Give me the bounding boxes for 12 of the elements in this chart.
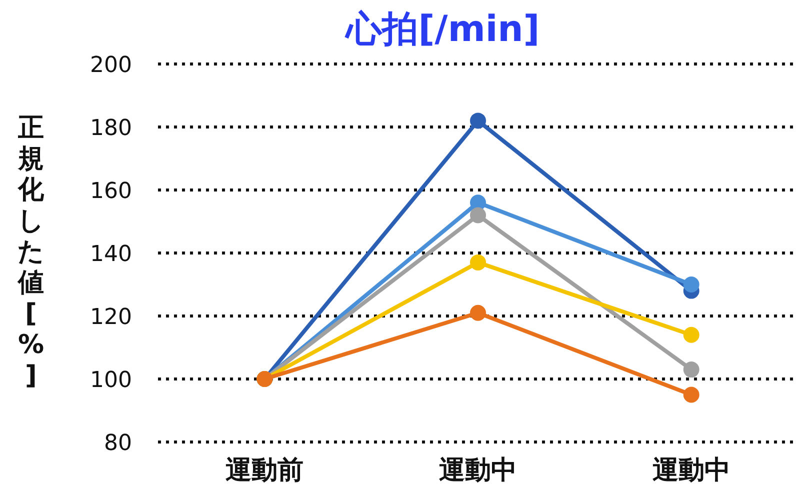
chart-title: 心拍[/min] (344, 8, 541, 52)
y-tick-label: 120 (90, 304, 132, 330)
y-tick-label: 140 (90, 242, 132, 267)
y-tick-label: 180 (90, 116, 132, 141)
y-tick-label: 160 (90, 178, 132, 204)
x-tick-label: 運動前 (226, 455, 304, 486)
x-tick-label: 運動中 (652, 455, 730, 486)
text: 正規化した値[%] (18, 113, 44, 391)
y-tick-label: 80 (104, 430, 132, 456)
y-tick-label: 100 (90, 368, 132, 393)
x-tick-label: 運動中 (439, 455, 517, 486)
y-tick-label: 200 (90, 52, 132, 78)
